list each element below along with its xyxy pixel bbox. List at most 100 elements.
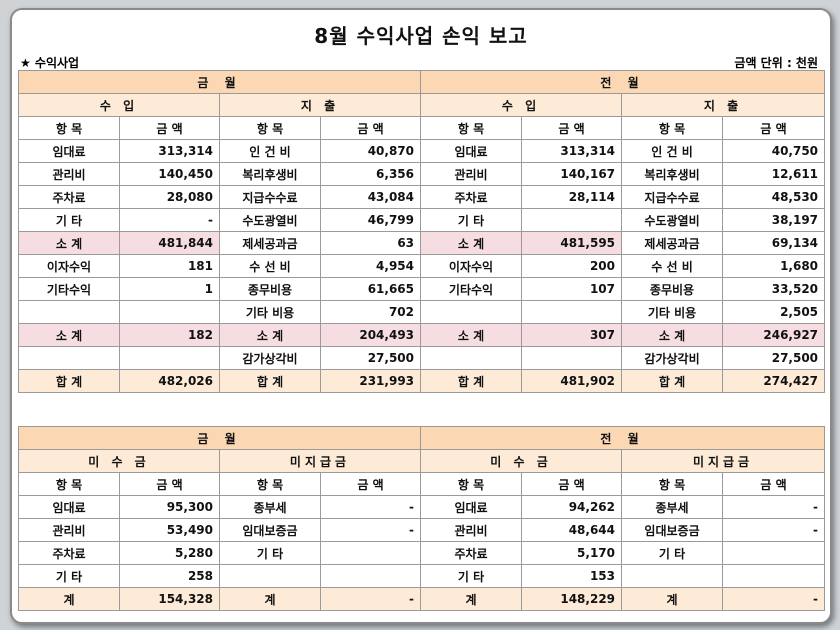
previous-income-amount (521, 208, 623, 232)
previous-expense-amount: 38,197 (722, 208, 826, 232)
current-expense-header: 지 출 (218, 93, 422, 117)
current-receivable-header: 미 수 금 (18, 449, 220, 473)
previous-receivable-header: 미 수 금 (420, 449, 623, 473)
report-sheet: 8월 수익사업 손익 보고 ★ 수익사업 금액 단위 : 천원 금 월 전 월 … (10, 8, 832, 624)
previous-expense-item: 지급수수료 (621, 185, 724, 209)
previous-income-header: 수 입 (420, 93, 623, 117)
table-row: 계 154,328 계 - 계 148,229 계 - (18, 587, 826, 611)
current-expense-item: 종무비용 (219, 277, 321, 301)
previous-expense-item: 기타 비용 (621, 300, 724, 324)
table-row: 관리비 140,450 복리후생비 6,356 관리비 140,167 복리후생비 12,61… (18, 162, 826, 186)
table-row: 임대료 313,314 인 건 비 40,870 임대료 313,314 인 건 비 40,7… (18, 139, 826, 163)
previous-income-item: 임대료 (420, 139, 523, 163)
column-header-item: 항 목 (18, 472, 120, 496)
previous-income-item: 이자수익 (420, 254, 523, 278)
current-expense-amount: 231,993 (319, 369, 422, 393)
column-header-amount: 금 액 (722, 116, 826, 140)
previous-expense-item: 감가상각비 (621, 346, 724, 370)
column-header-item: 항 목 (420, 472, 523, 496)
table-row: 기 타 258 기 타 153 (18, 564, 826, 588)
column-header-item: 항 목 (219, 472, 321, 496)
current-month-header: 금 월 (17, 426, 422, 450)
previous-expense-item: 종무비용 (621, 277, 724, 301)
current-expense-amount: 6,356 (319, 162, 422, 186)
income-expense-rows: 임대료 313,314 인 건 비 40,870 임대료 313,314 인 건 비 40,7… (18, 139, 826, 393)
current-income-amount: 182 (119, 323, 220, 347)
current-expense-amount: 204,493 (319, 323, 422, 347)
current-income-amount (119, 346, 220, 370)
current-income-item: 임대료 (18, 139, 120, 163)
current-expense-amount: 46,799 (319, 208, 422, 232)
current-receivable-item: 관리비 (18, 518, 120, 542)
previous-income-amount: 313,314 (521, 139, 623, 163)
previous-income-item: 합 계 (420, 369, 523, 393)
previous-income-amount: 107 (521, 277, 623, 301)
current-expense-item: 수도광열비 (219, 208, 321, 232)
previous-payable-amount: - (722, 495, 826, 519)
current-income-amount: 28,080 (119, 185, 220, 209)
previous-income-amount: 307 (521, 323, 623, 347)
current-payable-item: 종부세 (219, 495, 321, 519)
income-expense-table: 금 월 전 월 수 입 지 출 수 입 지 출 항 목 금 액 항 목 금 액 … (17, 70, 826, 393)
previous-payable-item: 종부세 (621, 495, 724, 519)
previous-expense-amount: 33,520 (722, 277, 826, 301)
previous-expense-header: 지 출 (621, 93, 826, 117)
previous-expense-amount: 12,611 (722, 162, 826, 186)
current-income-item: 기타수익 (18, 277, 120, 301)
current-receivable-amount: 95,300 (119, 495, 220, 519)
column-header-amount: 금 액 (319, 116, 422, 140)
previous-expense-amount: 2,505 (722, 300, 826, 324)
current-expense-item: 합 계 (219, 369, 321, 393)
previous-expense-item: 수도광열비 (621, 208, 724, 232)
previous-payable-amount (722, 564, 826, 588)
previous-expense-amount: 1,680 (722, 254, 826, 278)
current-payable-item: 기 타 (219, 541, 321, 565)
previous-income-amount: 481,902 (521, 369, 623, 393)
column-header-amount: 금 액 (521, 116, 623, 140)
table-row: 이자수익 181 수 선 비 4,954 이자수익 200 수 선 비 1,680 (18, 254, 826, 278)
column-header-amount: 금 액 (119, 116, 220, 140)
table-row: 소 계 182 소 계 204,493 소 계 307 소 계 246,927 (18, 323, 826, 347)
column-header-item: 항 목 (219, 116, 321, 140)
previous-income-item (420, 346, 523, 370)
previous-expense-item: 소 계 (621, 323, 724, 347)
current-receivable-amount: 5,280 (119, 541, 220, 565)
previous-expense-amount: 246,927 (722, 323, 826, 347)
current-income-item: 기 타 (18, 208, 120, 232)
receivable-payable-table: 금 월 전 월 미 수 금 미지급금 미 수 금 미지급금 항 목 금 액 항 … (17, 426, 826, 611)
table-row: 감가상각비 27,500 감가상각비 27,500 (18, 346, 826, 370)
previous-receivable-item: 주차료 (420, 541, 523, 565)
column-header-item: 항 목 (621, 472, 724, 496)
column-header-item: 항 목 (18, 116, 120, 140)
previous-income-amount: 481,595 (521, 231, 623, 255)
current-income-item (18, 346, 120, 370)
previous-expense-item: 수 선 비 (621, 254, 724, 278)
current-month-header: 금 월 (17, 70, 422, 94)
current-receivable-item: 기 타 (18, 564, 120, 588)
current-receivable-amount: 154,328 (119, 587, 220, 611)
column-header-amount: 금 액 (521, 472, 623, 496)
previous-payable-amount (722, 541, 826, 565)
column-header-amount: 금 액 (319, 472, 422, 496)
current-expense-item: 복리후생비 (219, 162, 321, 186)
table-row: 주차료 5,280 기 타 주차료 5,170 기 타 (18, 541, 826, 565)
current-income-amount: - (119, 208, 220, 232)
table-row: 임대료 95,300 종부세 - 임대료 94,262 종부세 - (18, 495, 826, 519)
previous-income-amount: 140,167 (521, 162, 623, 186)
column-header-amount: 금 액 (119, 472, 220, 496)
current-payable-header: 미지급금 (218, 449, 422, 473)
current-income-header: 수 입 (18, 93, 220, 117)
current-expense-item: 소 계 (219, 323, 321, 347)
current-expense-item: 제세공과금 (219, 231, 321, 255)
column-header-item: 항 목 (621, 116, 724, 140)
previous-receivable-item: 계 (420, 587, 523, 611)
current-payable-amount: - (319, 518, 422, 542)
previous-income-amount: 28,114 (521, 185, 623, 209)
table-row: 관리비 53,490 임대보증금 - 관리비 48,644 임대보증금 - (18, 518, 826, 542)
receivable-payable-rows: 임대료 95,300 종부세 - 임대료 94,262 종부세 - 관리비 53,490 임대보증금… (18, 495, 826, 611)
table-row: 기타 비용 702 기타 비용 2,505 (18, 300, 826, 324)
current-expense-amount: 27,500 (319, 346, 422, 370)
previous-receivable-item: 기 타 (420, 564, 523, 588)
previous-income-amount (521, 346, 623, 370)
previous-month-header: 전 월 (420, 426, 826, 450)
